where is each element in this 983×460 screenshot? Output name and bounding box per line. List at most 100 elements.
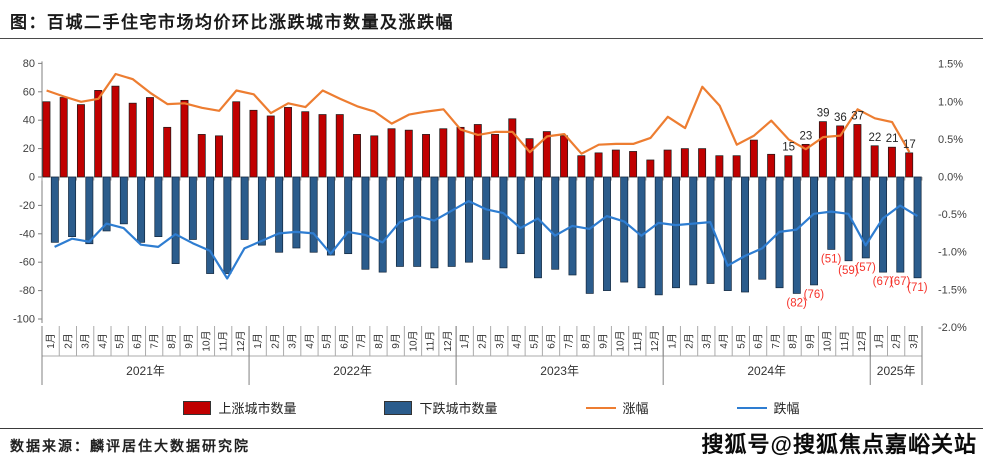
month-label: 2月 <box>891 333 903 349</box>
month-label: 8月 <box>787 333 799 349</box>
chart-plot: 80 60 40 20 0 -20 -40 -60 -80 -100 1.5% 1.0% 0.5% 0.0… <box>13 58 967 385</box>
month-label: 8月 <box>580 333 592 349</box>
month-label: 5月 <box>528 333 540 349</box>
month-label: 1月 <box>666 333 678 349</box>
svg-text:-20: -20 <box>19 200 35 212</box>
falling-bar-swatch-icon <box>384 400 413 415</box>
svg-text:-80: -80 <box>19 285 35 297</box>
bar-value-labels: 15 (82) 23 (76) 39 (51) 36 (59) 37 (57) 22 (67) 21 (6… <box>782 108 928 310</box>
month-label: 2月 <box>269 333 281 349</box>
year-label: 2025年 <box>877 364 916 378</box>
month-label: 2月 <box>684 333 696 349</box>
month-label: 3月 <box>701 333 713 349</box>
legend-item-gain-line: 涨幅 <box>585 398 649 417</box>
year-label: 2022年 <box>333 364 372 378</box>
drop-line-swatch-icon <box>736 406 767 409</box>
drop-line <box>54 200 918 280</box>
page-title: 图：百城二手住宅市场均价环比涨跌城市数量及涨跌幅 <box>10 13 454 33</box>
month-label: 11月 <box>425 331 437 351</box>
month-label: 12月 <box>856 330 868 351</box>
month-label: 3月 <box>908 333 920 349</box>
legend-item-rising: 上涨城市数量 <box>183 398 296 417</box>
year-label: 2023年 <box>540 364 579 378</box>
month-label: 10月 <box>407 330 419 351</box>
svg-text:60: 60 <box>23 86 35 98</box>
month-label: 5月 <box>114 333 126 349</box>
month-label: 4月 <box>718 333 730 349</box>
svg-text:37: 37 <box>851 110 864 122</box>
data-source-note: 数据来源：麟评居住大数据研究院 <box>10 439 250 455</box>
month-label: 9月 <box>597 333 609 349</box>
svg-text:23: 23 <box>799 130 812 142</box>
svg-text:22: 22 <box>868 132 881 144</box>
month-label: 6月 <box>131 333 143 349</box>
year-label: 2024年 <box>747 364 786 378</box>
chart-legend: 上涨城市数量 下跌城市数量 涨幅 跌幅 <box>0 398 983 417</box>
month-label: 8月 <box>166 333 178 349</box>
svg-text:-1.0%: -1.0% <box>938 247 967 259</box>
svg-text:-100: -100 <box>13 314 35 326</box>
svg-text:1.5%: 1.5% <box>938 59 963 71</box>
svg-text:(57): (57) <box>855 262 876 274</box>
svg-text:(51): (51) <box>821 253 842 265</box>
month-label: 10月 <box>822 330 834 351</box>
month-label: 5月 <box>321 333 333 349</box>
month-label: 6月 <box>753 333 765 349</box>
zero-axis <box>41 176 923 181</box>
svg-text:40: 40 <box>23 115 35 127</box>
month-label: 11月 <box>218 331 230 351</box>
svg-text:-0.5%: -0.5% <box>938 209 967 221</box>
month-label: 3月 <box>287 333 299 349</box>
rising-bar-swatch-icon <box>183 400 212 415</box>
month-label: 6月 <box>546 333 558 349</box>
month-label: 12月 <box>442 330 454 351</box>
svg-text:-60: -60 <box>19 257 35 269</box>
gain-line-swatch-icon <box>585 406 616 409</box>
svg-text:-40: -40 <box>19 228 35 240</box>
svg-text:15: 15 <box>782 142 795 154</box>
month-label: 4月 <box>97 333 109 349</box>
month-label: 4月 <box>304 333 316 349</box>
month-label: 1月 <box>45 333 57 349</box>
svg-text:36: 36 <box>834 112 847 124</box>
svg-text:(59): (59) <box>838 265 859 277</box>
svg-text:(67): (67) <box>890 276 911 288</box>
svg-text:-2.0%: -2.0% <box>938 322 967 334</box>
svg-text:1.0%: 1.0% <box>938 96 963 108</box>
svg-text:(76): (76) <box>804 289 825 301</box>
month-label: 7月 <box>149 333 161 349</box>
month-label: 1月 <box>252 333 264 349</box>
month-label: 7月 <box>770 333 782 349</box>
rising-bars <box>42 85 914 178</box>
legend-label-drop: 跌幅 <box>773 402 800 417</box>
year-label: 2021年 <box>126 364 165 378</box>
month-label: 8月 <box>373 333 385 349</box>
svg-text:17: 17 <box>903 139 916 151</box>
month-label: 9月 <box>804 333 816 349</box>
month-label: 3月 <box>494 333 506 349</box>
footer-divider <box>0 428 983 429</box>
legend-item-falling: 下跌城市数量 <box>384 398 498 417</box>
svg-text:(82): (82) <box>786 297 807 309</box>
month-label: 5月 <box>735 333 747 349</box>
month-label: 9月 <box>390 333 402 349</box>
x-axis-band: 1月 2月 3月 4月 5月 6月 7月 8月 9月 10月 11月 12月 1月 2月 3月 4月 5月 6月 7… <box>41 326 923 385</box>
month-label: 10月 <box>200 330 212 351</box>
legend-label-gain: 涨幅 <box>622 402 649 417</box>
month-label: 4月 <box>511 333 523 349</box>
falling-bars <box>50 176 922 296</box>
month-label: 2月 <box>62 333 74 349</box>
month-label: 10月 <box>615 330 627 351</box>
legend-label-rising: 上涨城市数量 <box>218 402 297 417</box>
legend-item-drop-line: 跌幅 <box>736 398 800 417</box>
month-label: 9月 <box>183 333 195 349</box>
svg-text:0: 0 <box>29 172 35 184</box>
svg-text:(71): (71) <box>907 282 928 294</box>
title-divider <box>0 38 983 39</box>
month-label: 12月 <box>649 330 661 351</box>
month-label: 1月 <box>459 333 471 349</box>
svg-text:(67): (67) <box>873 276 894 288</box>
right-axis: 1.5% 1.0% 0.5% 0.0% -0.5% -1.0% -1.5% -2.0% <box>938 59 967 334</box>
svg-text:0.5%: 0.5% <box>938 134 963 146</box>
